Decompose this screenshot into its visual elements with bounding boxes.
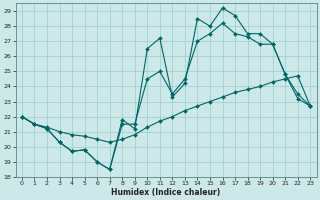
X-axis label: Humidex (Indice chaleur): Humidex (Indice chaleur) — [111, 188, 221, 197]
